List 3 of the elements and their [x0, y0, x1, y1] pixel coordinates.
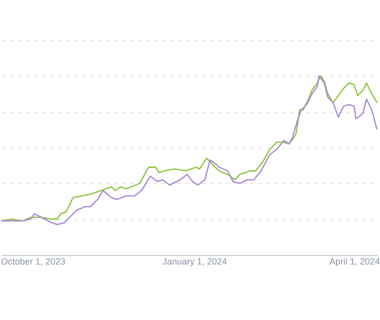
x-tick-label: October 1, 2023	[0, 256, 66, 266]
x-tick-label: January 1, 2024	[162, 256, 228, 266]
x-tick-label: April 1, 2024	[329, 256, 380, 266]
